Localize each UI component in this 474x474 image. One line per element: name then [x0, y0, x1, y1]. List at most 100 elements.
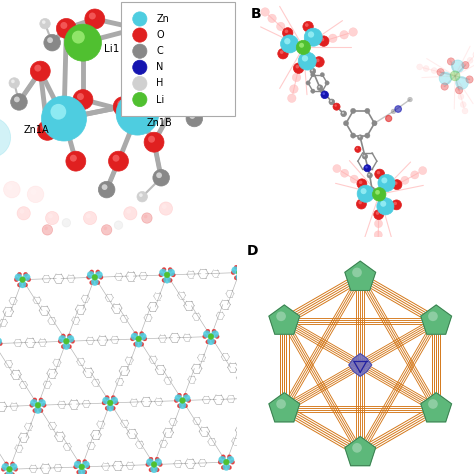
Circle shape — [171, 273, 175, 277]
Circle shape — [452, 73, 456, 76]
Circle shape — [159, 269, 166, 276]
Circle shape — [328, 34, 337, 43]
Circle shape — [92, 274, 98, 280]
Circle shape — [458, 93, 464, 100]
Circle shape — [377, 198, 394, 215]
Circle shape — [70, 155, 77, 162]
Circle shape — [10, 462, 15, 466]
Circle shape — [177, 393, 182, 397]
Circle shape — [292, 73, 301, 82]
Circle shape — [170, 58, 186, 75]
Circle shape — [95, 271, 102, 279]
Circle shape — [149, 457, 153, 461]
Circle shape — [357, 135, 363, 140]
Circle shape — [39, 409, 43, 413]
Circle shape — [419, 166, 427, 174]
Circle shape — [189, 113, 195, 119]
Circle shape — [34, 64, 41, 72]
Circle shape — [143, 337, 147, 341]
Circle shape — [454, 62, 458, 66]
Circle shape — [47, 37, 53, 43]
Circle shape — [392, 200, 401, 210]
Circle shape — [221, 455, 225, 459]
Circle shape — [155, 458, 162, 466]
Circle shape — [86, 465, 90, 469]
Circle shape — [342, 112, 344, 114]
Circle shape — [6, 470, 13, 474]
Circle shape — [74, 461, 81, 468]
Circle shape — [150, 465, 158, 473]
Circle shape — [357, 179, 367, 189]
Circle shape — [73, 465, 78, 469]
Circle shape — [283, 27, 293, 38]
Circle shape — [42, 403, 46, 407]
Circle shape — [350, 133, 356, 138]
Circle shape — [105, 406, 109, 410]
Circle shape — [341, 111, 346, 117]
Circle shape — [423, 65, 429, 72]
Circle shape — [135, 340, 142, 347]
Text: N: N — [156, 62, 164, 73]
Circle shape — [0, 342, 2, 346]
Circle shape — [392, 180, 402, 190]
Circle shape — [156, 173, 162, 178]
Circle shape — [401, 176, 409, 184]
Circle shape — [352, 443, 362, 453]
Circle shape — [91, 278, 99, 286]
Circle shape — [11, 80, 15, 83]
Circle shape — [442, 84, 445, 87]
Circle shape — [42, 96, 86, 141]
Circle shape — [131, 333, 138, 340]
Polygon shape — [345, 437, 375, 466]
Circle shape — [203, 330, 210, 338]
Circle shape — [107, 404, 114, 411]
Circle shape — [27, 186, 44, 203]
Circle shape — [359, 181, 363, 184]
Text: H: H — [156, 78, 164, 89]
Circle shape — [64, 24, 101, 61]
Circle shape — [317, 85, 323, 91]
Circle shape — [158, 463, 162, 466]
Circle shape — [441, 83, 448, 90]
Circle shape — [23, 273, 30, 281]
Circle shape — [37, 120, 57, 140]
Circle shape — [59, 335, 66, 343]
Text: Li1: Li1 — [104, 44, 119, 54]
Circle shape — [35, 402, 41, 408]
Circle shape — [111, 397, 118, 404]
Circle shape — [101, 184, 108, 190]
Circle shape — [149, 468, 153, 472]
Circle shape — [111, 406, 115, 410]
Circle shape — [467, 57, 473, 64]
Circle shape — [218, 460, 222, 464]
Circle shape — [30, 399, 37, 407]
Circle shape — [304, 28, 322, 46]
Circle shape — [127, 209, 131, 214]
Circle shape — [298, 52, 316, 70]
Circle shape — [228, 465, 231, 470]
Circle shape — [437, 69, 444, 76]
Circle shape — [89, 12, 96, 19]
Circle shape — [140, 342, 144, 346]
Circle shape — [325, 81, 329, 85]
Circle shape — [207, 337, 215, 345]
Circle shape — [61, 334, 65, 338]
Text: D: D — [246, 244, 258, 258]
Circle shape — [160, 46, 167, 53]
Circle shape — [17, 207, 30, 220]
Circle shape — [24, 283, 27, 287]
Circle shape — [179, 401, 186, 409]
Circle shape — [219, 456, 226, 464]
Circle shape — [268, 14, 276, 23]
Circle shape — [133, 44, 147, 58]
Circle shape — [146, 458, 154, 466]
Circle shape — [186, 96, 190, 100]
Circle shape — [137, 191, 147, 202]
Circle shape — [349, 27, 357, 36]
Circle shape — [107, 400, 113, 406]
Circle shape — [367, 173, 373, 178]
Circle shape — [463, 63, 466, 65]
Circle shape — [19, 281, 26, 288]
Circle shape — [410, 171, 419, 179]
Circle shape — [288, 94, 296, 102]
